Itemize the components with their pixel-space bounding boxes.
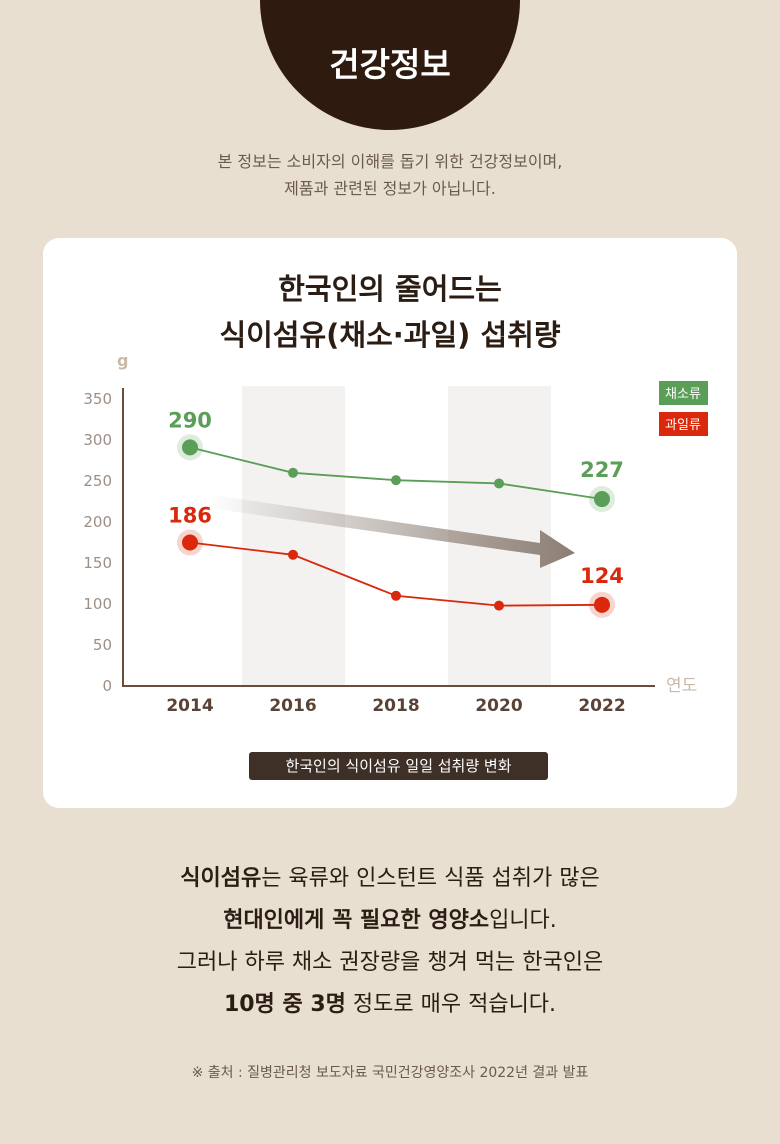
- data-point: [391, 590, 401, 601]
- source-note: ※ 출처 : 질병관리청 보도자료 국민건강영양조사 2022년 결과 발표: [191, 1065, 589, 1081]
- body-line: 그러나 하루 채소 권장량을 챙겨 먹는 한국인은: [176, 950, 604, 975]
- trend-arrow: [208, 495, 575, 568]
- chart-title-line: 한국인의 줄어드는: [278, 272, 502, 306]
- data-point: [288, 549, 298, 560]
- chart-title: 한국인의 줄어드는 식이섬유(채소·과일) 섭취량: [0, 266, 780, 358]
- intro-line: 제품과 관련된 정보가 아닙니다.: [284, 179, 496, 198]
- body-bold: 현대인에게 꼭 필요한 영양소: [223, 908, 490, 933]
- y-tick-label: 300: [83, 431, 112, 449]
- y-tick-label: 200: [83, 513, 112, 531]
- body-text: 식이섬유는 육류와 인스턴트 식품 섭취가 많은 현대인에게 꼭 필요한 영양소…: [0, 858, 780, 1026]
- intro-line: 본 정보는 소비자의 이해를 돕기 위한 건강정보이며,: [217, 152, 563, 171]
- shaded-band: [242, 386, 345, 686]
- y-tick-label: 350: [83, 390, 112, 408]
- legend-label: 채소류: [665, 387, 701, 402]
- y-tick-label: 0: [102, 677, 112, 695]
- y-tick-label: 50: [93, 636, 112, 654]
- data-point: [594, 596, 610, 613]
- body-bold: 식이섬유: [180, 866, 262, 891]
- line-chart: 0 50 100 150 200 250 300 350 2014 2016 2018 2020 202…: [83, 351, 708, 716]
- chart-title-line: 식이섬유(채소·과일) 섭취량: [219, 318, 561, 352]
- x-tick-label: 2014: [166, 696, 213, 716]
- legend-label: 과일류: [665, 418, 701, 433]
- y-tick-label: 250: [83, 472, 112, 490]
- x-axis-label: 연도: [666, 676, 697, 696]
- x-tick-label: 2020: [475, 696, 522, 716]
- body-span: 는 육류와 인스턴트 식품 섭취가 많은: [261, 866, 600, 891]
- y-axis-label: g: [117, 351, 128, 370]
- y-tick-label: 100: [83, 595, 112, 613]
- data-point: [594, 491, 610, 508]
- data-point: [494, 600, 504, 611]
- chart-caption: 한국인의 식이섬유 일일 섭취량 변화: [249, 752, 548, 780]
- y-tick-label: 150: [83, 554, 112, 572]
- data-label: 186: [168, 504, 212, 528]
- legend-swatch: [659, 381, 708, 405]
- intro-text: 본 정보는 소비자의 이해를 돕기 위한 건강정보이며, 제품과 관련된 정보가…: [0, 148, 780, 202]
- data-point: [182, 534, 198, 551]
- x-tick-label: 2018: [372, 696, 419, 716]
- x-tick-label: 2022: [578, 696, 625, 716]
- data-point: [494, 478, 504, 489]
- data-point: [391, 475, 401, 486]
- data-point: [182, 439, 198, 456]
- x-tick-label: 2016: [269, 696, 316, 716]
- data-point: [288, 467, 298, 478]
- data-label: 227: [580, 458, 624, 482]
- header-title: 건강정보: [329, 45, 451, 84]
- data-label: 290: [168, 408, 212, 432]
- data-label: 124: [580, 564, 624, 588]
- legend-swatch: [659, 412, 708, 436]
- body-span: 정도로 매우 적습니다.: [345, 992, 557, 1017]
- body-span: 입니다.: [489, 908, 557, 933]
- body-bold: 10명 중 3명: [223, 992, 346, 1017]
